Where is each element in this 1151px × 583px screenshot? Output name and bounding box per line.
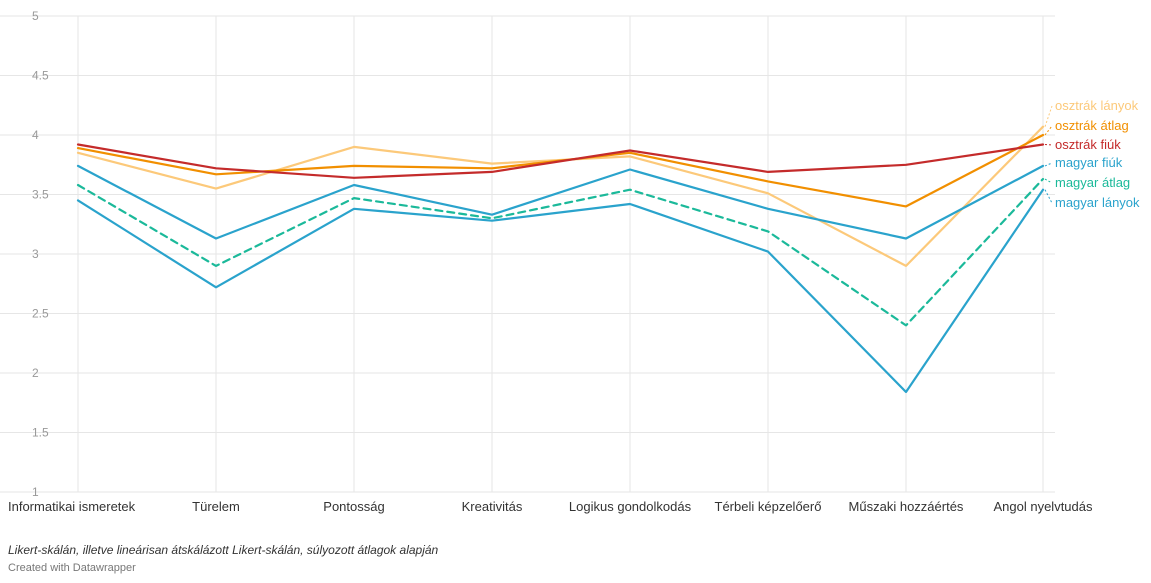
label-leader: [1045, 190, 1052, 203]
x-tick-label: Kreativitás: [462, 499, 523, 514]
y-tick-label: 1.5: [32, 426, 49, 440]
x-tick-label: Pontosság: [323, 499, 384, 514]
y-tick-label: 2.5: [32, 307, 49, 321]
y-tick-label: 3.5: [32, 188, 49, 202]
series-label: magyar átlag: [1055, 175, 1130, 190]
label-leader: [1045, 126, 1052, 135]
y-tick-label: 5: [32, 9, 39, 23]
y-tick-label: 2: [32, 366, 39, 380]
chart-caption: Likert-skálán, illetve lineárisan átskál…: [8, 543, 438, 557]
series-line-3: [78, 166, 1043, 239]
x-tick-label: Informatikai ismeretek: [8, 499, 136, 514]
x-tick-label: Térbeli képzelőerő: [715, 499, 822, 514]
label-leader: [1045, 163, 1052, 166]
series-label: osztrák átlag: [1055, 118, 1129, 133]
x-tick-label: Műszaki hozzáértés: [849, 499, 964, 514]
y-tick-label: 1: [32, 485, 39, 499]
series-label: magyar fiúk: [1055, 155, 1123, 170]
series-line-1: [78, 135, 1043, 206]
y-tick-label: 4: [32, 128, 39, 142]
series-label: osztrák lányok: [1055, 98, 1139, 113]
label-leader: [1045, 106, 1052, 127]
series-line-4: [78, 179, 1043, 325]
label-leader: [1045, 179, 1052, 183]
series-label: magyar lányok: [1055, 195, 1140, 210]
y-tick-label: 3: [32, 247, 39, 261]
series-label: osztrák fiúk: [1055, 137, 1121, 152]
x-tick-label: Türelem: [192, 499, 240, 514]
series-line-5: [78, 190, 1043, 392]
x-tick-label: Angol nyelvtudás: [993, 499, 1093, 514]
x-tick-label: Logikus gondolkodás: [569, 499, 692, 514]
series-line-0: [78, 127, 1043, 266]
chart-credit: Created with Datawrapper: [8, 562, 136, 574]
y-tick-label: 4.5: [32, 69, 49, 83]
